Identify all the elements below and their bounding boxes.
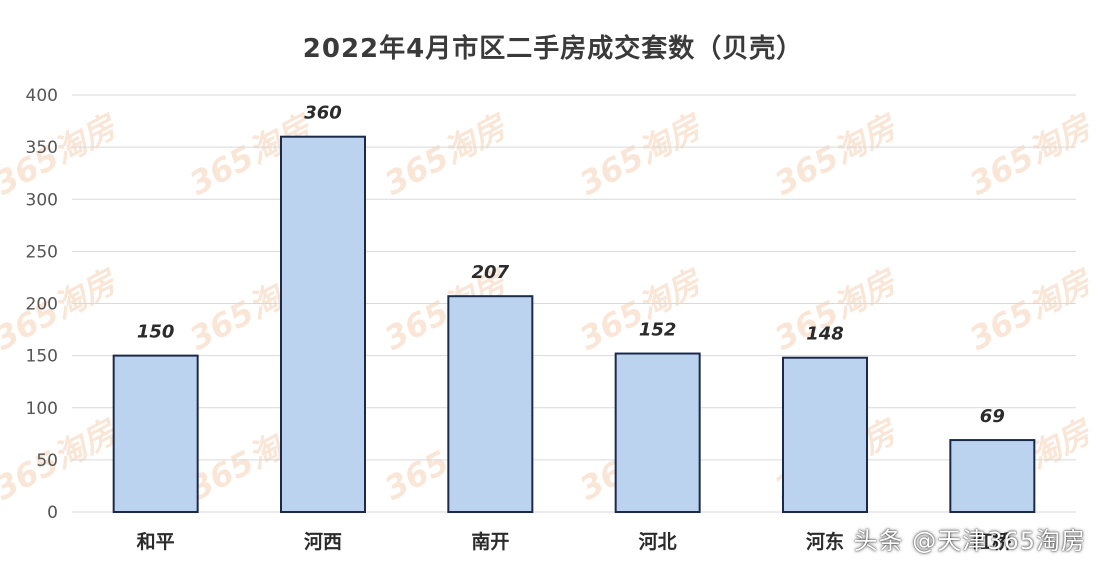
category-label: 南开: [471, 531, 509, 553]
bar-1: [280, 135, 366, 513]
watermark-text: 365淘房: [768, 106, 904, 202]
category-label: 和平: [137, 530, 175, 553]
bar-4: [782, 356, 868, 513]
watermark-text: 365淘房: [378, 106, 514, 202]
watermark-text: 365淘房: [963, 106, 1099, 202]
category-label: 红桥: [973, 530, 1012, 553]
y-axis-ticks: 0 50 100 150 200 250 300 350 400: [26, 86, 58, 523]
watermark-text: 365淘房: [0, 261, 124, 357]
watermark-text: 365淘房: [573, 106, 709, 202]
category-label: 河东: [806, 530, 844, 553]
source-overlay-text: 头条 @天津365淘房: [853, 527, 1086, 555]
watermark-text: 365淘房: [0, 106, 124, 202]
data-label: 360: [304, 103, 342, 124]
y-tick-label: 200: [26, 295, 58, 315]
y-tick-label: 0: [47, 503, 58, 523]
y-tick-label: 50: [36, 451, 58, 471]
y-tick-label: 300: [26, 190, 58, 210]
chart-title: 2022年4月市区二手房成交套数（贝壳）: [302, 34, 804, 64]
watermark-text: 365淘房: [963, 261, 1099, 357]
bar-5: [949, 439, 1036, 514]
gridlines: [72, 94, 1076, 513]
bar-2: [447, 295, 534, 514]
y-tick-label: 250: [26, 242, 58, 262]
data-label: 152: [639, 320, 677, 341]
bars: [112, 135, 1036, 514]
y-tick-label: 100: [26, 399, 58, 419]
data-label: 207: [472, 262, 510, 283]
y-tick-label: 150: [26, 347, 58, 367]
category-labels: 和平 河西 南开 河北 河东 红桥: [137, 530, 1013, 553]
data-label: 148: [806, 324, 844, 345]
category-label: 河北: [639, 531, 677, 553]
bar-0: [112, 354, 199, 513]
data-label: 69: [980, 406, 1005, 427]
watermark-text: 365淘房: [573, 261, 709, 357]
y-tick-label: 400: [26, 86, 58, 106]
y-tick-label: 350: [26, 138, 58, 158]
data-labels: 150 360 207 152 148 69: [137, 103, 1005, 427]
category-label: 河西: [304, 531, 342, 553]
data-label: 150: [137, 322, 175, 343]
bar-3: [614, 352, 701, 514]
